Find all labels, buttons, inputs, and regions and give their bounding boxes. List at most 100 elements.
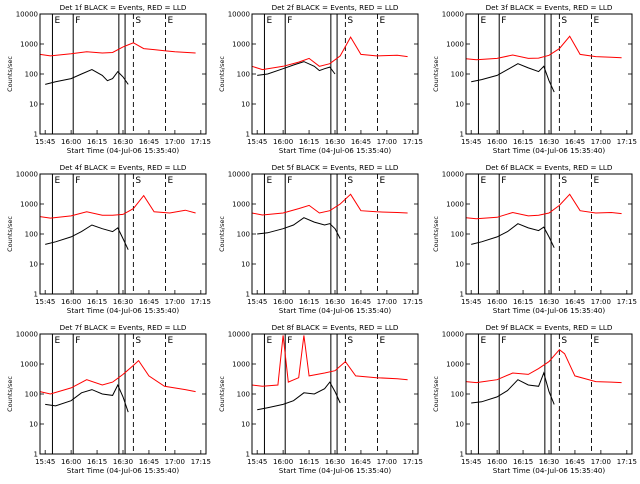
event-marker-label: S [561, 16, 567, 26]
x-tick-label: 17:15 [403, 298, 423, 306]
y-tick-label: 1 [34, 131, 38, 139]
event-marker-label: E [380, 176, 386, 186]
y-tick-label: 1000 [446, 41, 464, 49]
x-tick-label: 17:00 [377, 298, 397, 306]
y-tick-label: 10000 [228, 331, 250, 339]
events-series-line [471, 63, 555, 93]
event-marker-label: E [266, 336, 272, 346]
event-marker-label: E [380, 336, 386, 346]
event-marker-label: F [287, 176, 292, 186]
y-tick-label: 1 [34, 291, 38, 299]
x-tick-label: 16:45 [565, 138, 585, 146]
x-tick-label: 16:15 [87, 138, 107, 146]
plot-frame [39, 333, 207, 455]
event-marker-label: E [168, 16, 174, 26]
y-tick-label: 1000 [232, 41, 250, 49]
event-marker-label: E [480, 16, 486, 26]
event-marker-label: E [480, 336, 486, 346]
x-tick-label: 17:00 [591, 138, 611, 146]
y-tick-label: 100 [451, 71, 464, 79]
event-marker-label: S [561, 176, 567, 186]
y-axis-label: Counts/sec [218, 376, 226, 412]
y-tick-label: 100 [237, 391, 250, 399]
lld-series-line [251, 36, 408, 71]
x-tick-label: 15:45 [35, 138, 55, 146]
event-marker-label: F [501, 176, 506, 186]
x-tick-label: 16:30 [325, 138, 345, 146]
x-axis-label: Start Time (04-Jul-06 15:35:40) [493, 306, 606, 315]
event-marker-label: S [347, 336, 353, 346]
y-axis-label: Counts/sec [6, 216, 14, 252]
y-tick-label: 100 [451, 391, 464, 399]
x-tick-label: 15:45 [35, 458, 55, 466]
event-marker-label: S [135, 176, 141, 186]
y-tick-label: 10 [241, 101, 250, 109]
x-tick-label: 15:45 [35, 298, 55, 306]
event-marker-label: E [168, 336, 174, 346]
panel-title: Det 3f BLACK = Events, RED = LLD [486, 3, 613, 12]
event-marker-label: E [594, 16, 600, 26]
events-series-line [45, 383, 129, 413]
event-marker-label: E [266, 176, 272, 186]
panel-title: Det 5f BLACK = Events, RED = LLD [272, 163, 399, 172]
x-tick-label: 16:15 [299, 138, 319, 146]
x-tick-label: 15:45 [247, 458, 267, 466]
x-tick-label: 17:00 [591, 298, 611, 306]
y-tick-label: 1000 [20, 41, 38, 49]
x-tick-label: 16:00 [61, 138, 81, 146]
event-marker-label: E [594, 176, 600, 186]
event-marker-label: E [266, 16, 272, 26]
panel-title: Det 1f BLACK = Events, RED = LLD [60, 3, 187, 12]
y-tick-label: 10000 [16, 171, 38, 179]
y-tick-label: 1000 [232, 201, 250, 209]
x-axis-label: Start Time (04-Jul-06 15:35:40) [493, 146, 606, 155]
y-tick-label: 100 [25, 71, 38, 79]
x-tick-label: 16:30 [539, 138, 559, 146]
x-tick-label: 17:15 [403, 138, 423, 146]
x-tick-label: 17:15 [191, 138, 211, 146]
y-tick-label: 10000 [228, 171, 250, 179]
x-axis-label: Start Time (04-Jul-06 15:35:40) [279, 466, 392, 475]
x-tick-label: 16:15 [299, 458, 319, 466]
events-series-line [45, 224, 129, 250]
event-marker-label: F [287, 16, 292, 26]
x-tick-label: 16:30 [113, 298, 133, 306]
x-axis-label: Start Time (04-Jul-06 15:35:40) [279, 146, 392, 155]
x-tick-label: 16:45 [139, 458, 159, 466]
lld-series-line [251, 335, 408, 387]
event-marker-label: S [135, 336, 141, 346]
y-tick-label: 100 [451, 231, 464, 239]
plot-frame [465, 173, 633, 295]
x-tick-label: 16:00 [487, 298, 507, 306]
y-axis-label: Counts/sec [218, 216, 226, 252]
y-tick-label: 100 [25, 231, 38, 239]
x-tick-label: 16:00 [273, 138, 293, 146]
events-series-line [257, 381, 341, 411]
x-tick-label: 16:30 [113, 138, 133, 146]
x-tick-label: 16:30 [325, 298, 345, 306]
x-tick-label: 16:15 [87, 458, 107, 466]
y-tick-label: 10000 [16, 11, 38, 19]
x-tick-label: 16:15 [513, 138, 533, 146]
x-tick-label: 16:45 [351, 298, 371, 306]
x-tick-label: 16:15 [513, 458, 533, 466]
x-tick-label: 15:45 [247, 138, 267, 146]
y-tick-label: 1000 [20, 201, 38, 209]
y-tick-label: 1 [460, 131, 464, 139]
y-tick-label: 10 [455, 101, 464, 109]
x-tick-label: 16:45 [139, 138, 159, 146]
y-tick-label: 1000 [20, 361, 38, 369]
x-tick-label: 17:00 [165, 458, 185, 466]
x-axis-label: Start Time (04-Jul-06 15:35:40) [67, 466, 180, 475]
x-tick-label: 16:45 [565, 458, 585, 466]
x-tick-label: 16:00 [487, 138, 507, 146]
panel-title: Det 4f BLACK = Events, RED = LLD [60, 163, 187, 172]
y-tick-label: 1 [460, 291, 464, 299]
event-marker-label: E [380, 16, 386, 26]
y-tick-label: 10000 [442, 171, 464, 179]
